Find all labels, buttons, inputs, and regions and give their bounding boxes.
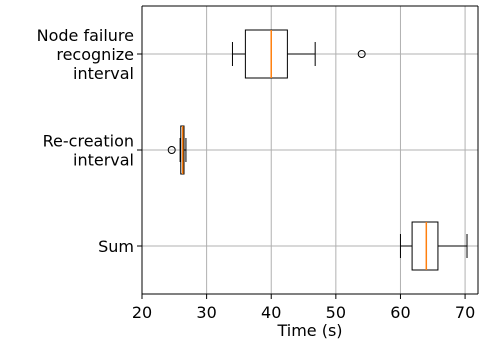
category-label-line: Node failure	[37, 26, 134, 45]
box-group	[167, 125, 187, 175]
box-layer	[167, 29, 468, 271]
category-label-line: interval	[73, 64, 134, 83]
outlier-point	[357, 50, 366, 58]
x-tick-label: 30	[196, 303, 216, 322]
category-label: Sum	[98, 237, 134, 256]
x-tick-label: 60	[390, 303, 410, 322]
category-label: Re-creation interval	[43, 132, 134, 170]
category-label-line: recognize	[56, 45, 134, 64]
box-iqr	[244, 29, 288, 79]
x-tick-label: 20	[132, 303, 152, 322]
category-label: Node failure recognize interval	[37, 26, 134, 83]
x-tick-label: 50	[326, 303, 346, 322]
axes-layer	[137, 5, 479, 299]
box-group	[399, 221, 468, 271]
box-group	[231, 29, 366, 79]
category-label-line: interval	[73, 151, 134, 170]
category-label-line: Re-creation	[43, 132, 134, 151]
x-axis-title: Time (s)	[276, 321, 342, 340]
x-tick-label: 70	[455, 303, 475, 322]
box-iqr	[411, 221, 439, 271]
outlier-point	[167, 146, 176, 154]
x-tick-label: 40	[261, 303, 281, 322]
category-label-line: Sum	[98, 237, 134, 256]
